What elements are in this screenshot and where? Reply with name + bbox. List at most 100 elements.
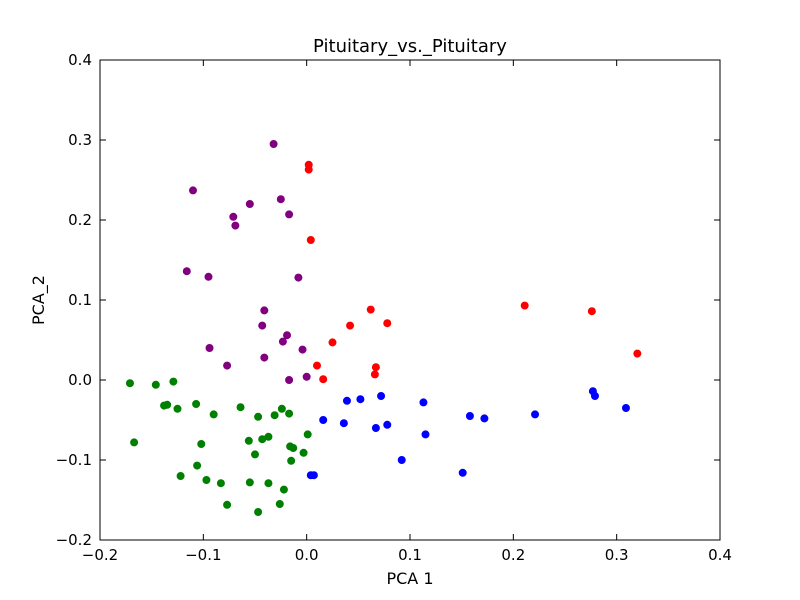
data-point	[193, 461, 202, 470]
data-point	[299, 448, 308, 457]
data-point	[130, 438, 139, 447]
data-point	[371, 423, 380, 432]
x-tick-label: 0.0	[295, 546, 319, 564]
data-point	[205, 343, 214, 352]
data-point	[223, 500, 232, 509]
data-point	[587, 307, 596, 316]
x-tick-label: 0.2	[501, 546, 525, 564]
data-point	[383, 420, 392, 429]
data-point	[397, 455, 406, 464]
data-point	[383, 319, 392, 328]
data-point	[590, 391, 599, 400]
y-tick-label: −0.1	[56, 451, 92, 469]
series-3	[306, 387, 630, 480]
data-point	[269, 139, 278, 148]
data-point	[371, 363, 380, 372]
data-point	[245, 478, 254, 487]
series-1	[182, 139, 311, 384]
series-2	[304, 160, 642, 384]
data-point	[231, 221, 240, 230]
x-tick-label: 0.3	[605, 546, 629, 564]
data-point	[285, 375, 294, 384]
y-tick-label: 0.4	[68, 51, 92, 69]
y-axis-label: PCA_2	[29, 275, 49, 325]
data-point	[270, 411, 279, 420]
data-point	[312, 361, 321, 370]
data-point	[465, 411, 474, 420]
data-point	[621, 403, 630, 412]
data-point	[283, 331, 292, 340]
data-point	[531, 410, 540, 419]
x-tick-label: 0.4	[708, 546, 732, 564]
data-point	[169, 377, 178, 386]
data-point	[264, 432, 273, 441]
data-point	[250, 450, 259, 459]
data-point	[260, 306, 269, 315]
data-point	[245, 199, 254, 208]
data-point	[377, 391, 386, 400]
plot-area	[100, 60, 720, 540]
data-point	[366, 305, 375, 314]
data-point	[197, 439, 206, 448]
data-point	[520, 301, 529, 310]
data-point	[302, 372, 311, 381]
y-tick-label: 0.0	[68, 371, 92, 389]
data-point	[346, 321, 355, 330]
data-point	[306, 235, 315, 244]
data-point	[294, 273, 303, 282]
data-point	[285, 210, 294, 219]
y-tick-label: 0.3	[68, 131, 92, 149]
data-point	[633, 349, 642, 358]
data-point	[277, 404, 286, 413]
y-tick-label: 0.1	[68, 291, 92, 309]
data-point	[276, 195, 285, 204]
data-point	[236, 403, 245, 412]
x-tick-label: 0.1	[398, 546, 422, 564]
points-layer	[125, 139, 642, 516]
data-point	[319, 415, 328, 424]
data-point	[303, 430, 312, 439]
data-point	[151, 380, 160, 389]
data-point	[289, 443, 298, 452]
data-point	[319, 375, 328, 384]
data-point	[209, 410, 218, 419]
data-point	[202, 475, 211, 484]
data-point	[419, 398, 428, 407]
data-point	[264, 479, 273, 488]
data-point	[176, 471, 185, 480]
data-point	[173, 404, 182, 413]
data-point	[304, 165, 313, 174]
data-point	[356, 395, 365, 404]
x-axis-ticks: −0.2 −0.1 0.0 0.1 0.2 0.3 0.4	[82, 60, 732, 564]
data-point	[229, 212, 238, 221]
data-point	[298, 345, 307, 354]
x-tick-label: −0.2	[82, 546, 118, 564]
data-point	[285, 409, 294, 418]
data-point	[182, 267, 191, 276]
data-point	[458, 468, 467, 477]
y-tick-label: −0.2	[56, 531, 92, 549]
data-point	[163, 400, 172, 409]
data-point	[328, 338, 337, 347]
y-tick-label: 0.2	[68, 211, 92, 229]
data-point	[244, 436, 253, 445]
data-point	[188, 186, 197, 195]
data-point	[258, 321, 267, 330]
data-point	[370, 370, 379, 379]
data-point	[216, 479, 225, 488]
data-point	[260, 353, 269, 362]
data-point	[254, 507, 263, 516]
x-axis-label: PCA 1	[386, 569, 433, 588]
data-point	[275, 499, 284, 508]
data-point	[254, 412, 263, 421]
data-point	[125, 379, 134, 388]
data-point	[421, 430, 430, 439]
data-point	[309, 471, 318, 480]
data-point	[279, 485, 288, 494]
data-point	[342, 396, 351, 405]
x-tick-label: −0.1	[185, 546, 221, 564]
data-point	[192, 399, 201, 408]
data-point	[339, 419, 348, 428]
series-0	[125, 377, 312, 516]
